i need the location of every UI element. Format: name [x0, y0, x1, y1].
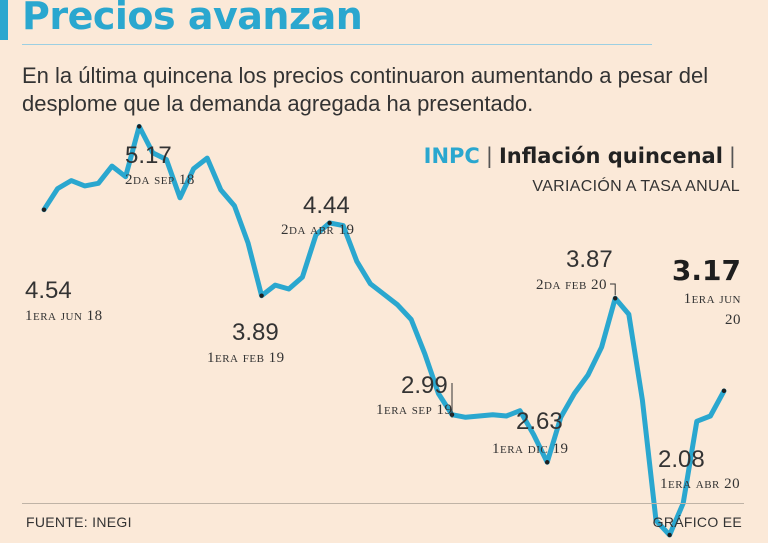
label-date-4-54: 1era jun 18 [25, 308, 103, 324]
label-value-2-63: 2.63 [516, 408, 563, 435]
label-date-3-89: 1era feb 19 [207, 350, 285, 366]
label-date-3-17-line1: 1era jun [684, 291, 741, 307]
leader-line-3-87 [610, 283, 616, 296]
label-value-3-87: 3.87 [566, 246, 613, 273]
chart-title: Precios avanzan [22, 0, 363, 38]
label-value-4-54: 4.54 [25, 277, 72, 304]
label-value-3-89: 3.89 [232, 319, 279, 346]
marker-2-08 [667, 532, 672, 538]
label-value-4-44: 4.44 [303, 192, 350, 219]
unit-label: VARIACIÓN A TASA ANUAL [532, 178, 740, 195]
legend-series-label: INPC [423, 144, 480, 168]
marker-4-44 [327, 220, 332, 226]
annotation-markers [41, 124, 727, 538]
marker-5-17 [137, 124, 142, 129]
title-divider [22, 44, 652, 45]
legend-chart-label: Inflación quincenal [498, 144, 723, 168]
legend-separator: | [485, 144, 493, 168]
label-date-2-99: 1era sep 19 [376, 402, 452, 418]
legend-separator-end: | [728, 144, 736, 168]
label-date-3-17-line2: 20 [725, 312, 741, 328]
legend: INPC | Inflación quincenal | [424, 144, 742, 168]
label-value-5-17: 5.17 [125, 142, 172, 169]
label-value-2-08: 2.08 [658, 446, 705, 473]
marker-3-89 [259, 293, 264, 298]
credit-note: GRÁFICO EE [652, 514, 742, 530]
chart-subtitle: En la última quincena los precios contin… [22, 63, 709, 116]
footer-divider [22, 503, 744, 504]
label-value-2-99: 2.99 [401, 372, 448, 399]
label-date-3-87: 2da feb 20 [536, 277, 607, 293]
label-date-4-44: 2da abr 19 [281, 222, 355, 238]
inflation-series-line [41, 123, 727, 538]
marker-3-17 [721, 388, 727, 394]
source-note: FUENTE: INEGI [26, 514, 132, 530]
label-date-2-63: 1era dic 19 [492, 441, 568, 457]
title-accent-bar [0, 0, 8, 40]
marker-4-54 [41, 207, 47, 212]
label-date-5-17: 2da sep 18 [125, 172, 195, 188]
marker-3-87 [613, 296, 618, 301]
label-date-2-08: 1era abr 20 [660, 476, 740, 492]
marker-2-63 [545, 460, 550, 465]
label-value-3-17: 3.17 [672, 254, 741, 287]
